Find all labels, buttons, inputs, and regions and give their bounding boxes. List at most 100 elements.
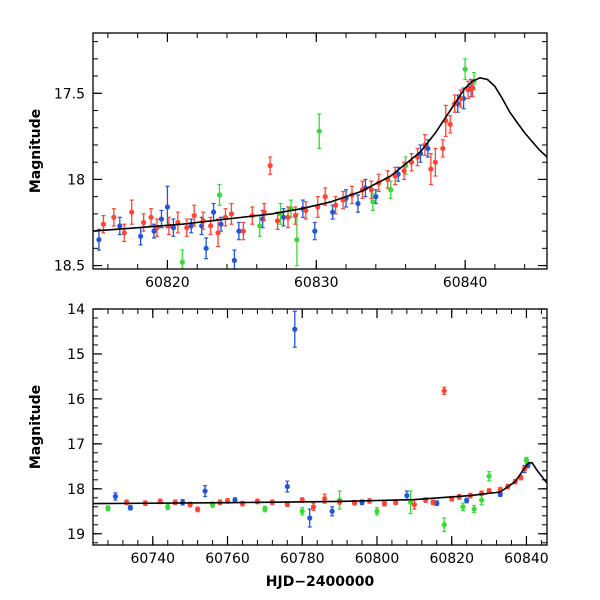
marker [158,216,165,222]
data-point [312,221,318,241]
data-point [340,190,346,210]
marker [316,128,322,134]
marker [129,209,135,215]
data-point [368,180,374,199]
y-tick-label: 17 [67,437,85,453]
bottom-plot-frame [92,308,548,546]
data-point [385,170,391,189]
marker [218,221,224,227]
marker [191,212,197,219]
data-point [430,499,436,506]
data-point [370,192,376,212]
marker [370,199,376,205]
data-point [316,113,322,150]
marker [404,492,410,499]
marker [460,504,466,510]
top-tick-labels: 60820 60830 60840 17.5 18 18.5 [54,86,488,291]
marker [374,508,380,514]
marker [440,145,446,152]
marker [441,522,447,528]
marker [428,166,434,172]
marker [262,506,268,512]
data-point [158,209,165,229]
data-point [202,485,208,498]
data-point [141,213,147,232]
marker [170,225,176,231]
data-point [408,152,415,172]
top-y-axis-title: Magnitude [28,109,44,193]
marker [111,214,117,220]
bottom-y-axis-title: Magnitude [28,385,44,469]
x-tick-label: 60780 [280,551,325,567]
data-point [127,504,133,511]
data-point [121,223,127,243]
top-data-points [96,58,477,270]
marker [228,211,235,217]
marker [322,194,328,200]
data-point [329,506,335,517]
data-point [307,508,313,528]
marker [430,499,436,505]
marker [215,230,221,236]
marker [257,223,263,229]
data-point [408,490,414,515]
marker [165,504,171,510]
data-point [164,185,171,229]
marker [303,207,309,214]
data-point [179,249,185,270]
marker [203,245,209,251]
marker [207,223,214,229]
data-point [322,187,328,206]
data-point [267,156,273,175]
data-point [148,208,154,227]
marker [447,121,453,127]
top-model-curve [92,77,548,232]
data-point [262,505,268,513]
data-point [441,386,447,396]
marker [381,501,388,507]
marker [441,388,447,394]
data-point [315,196,321,218]
marker [523,457,530,463]
data-point [469,78,476,98]
marker [312,228,318,234]
marker [112,493,119,500]
marker [179,259,185,265]
marker [254,498,261,504]
data-point [284,480,290,493]
x-tick-label: 60760 [205,551,250,567]
y-tick-label: 17.5 [54,86,85,102]
data-point [96,228,102,251]
marker [465,87,471,93]
data-point [112,492,119,501]
marker [408,499,414,505]
marker [127,505,133,511]
marker [141,219,147,226]
data-point [381,500,388,507]
data-point [471,504,477,514]
data-point [355,194,361,213]
x-tick-label: 60820 [145,275,190,291]
marker [307,515,313,521]
data-point [207,216,214,236]
marker [231,257,238,263]
data-point [175,211,181,234]
data-point [440,139,446,158]
marker [117,223,123,229]
marker [96,237,102,243]
marker [469,85,476,91]
x-tick-label: 60840 [504,551,549,567]
data-point [432,147,438,177]
top-plot-frame [92,32,548,270]
marker [184,225,190,231]
data-point [231,249,238,270]
y-tick-label: 15 [67,347,85,363]
data-point [414,147,421,167]
marker [100,221,107,227]
data-point [165,503,171,511]
marker [486,488,492,494]
marker [267,163,273,169]
data-point [154,218,160,237]
y-tick-label: 18 [67,172,85,188]
